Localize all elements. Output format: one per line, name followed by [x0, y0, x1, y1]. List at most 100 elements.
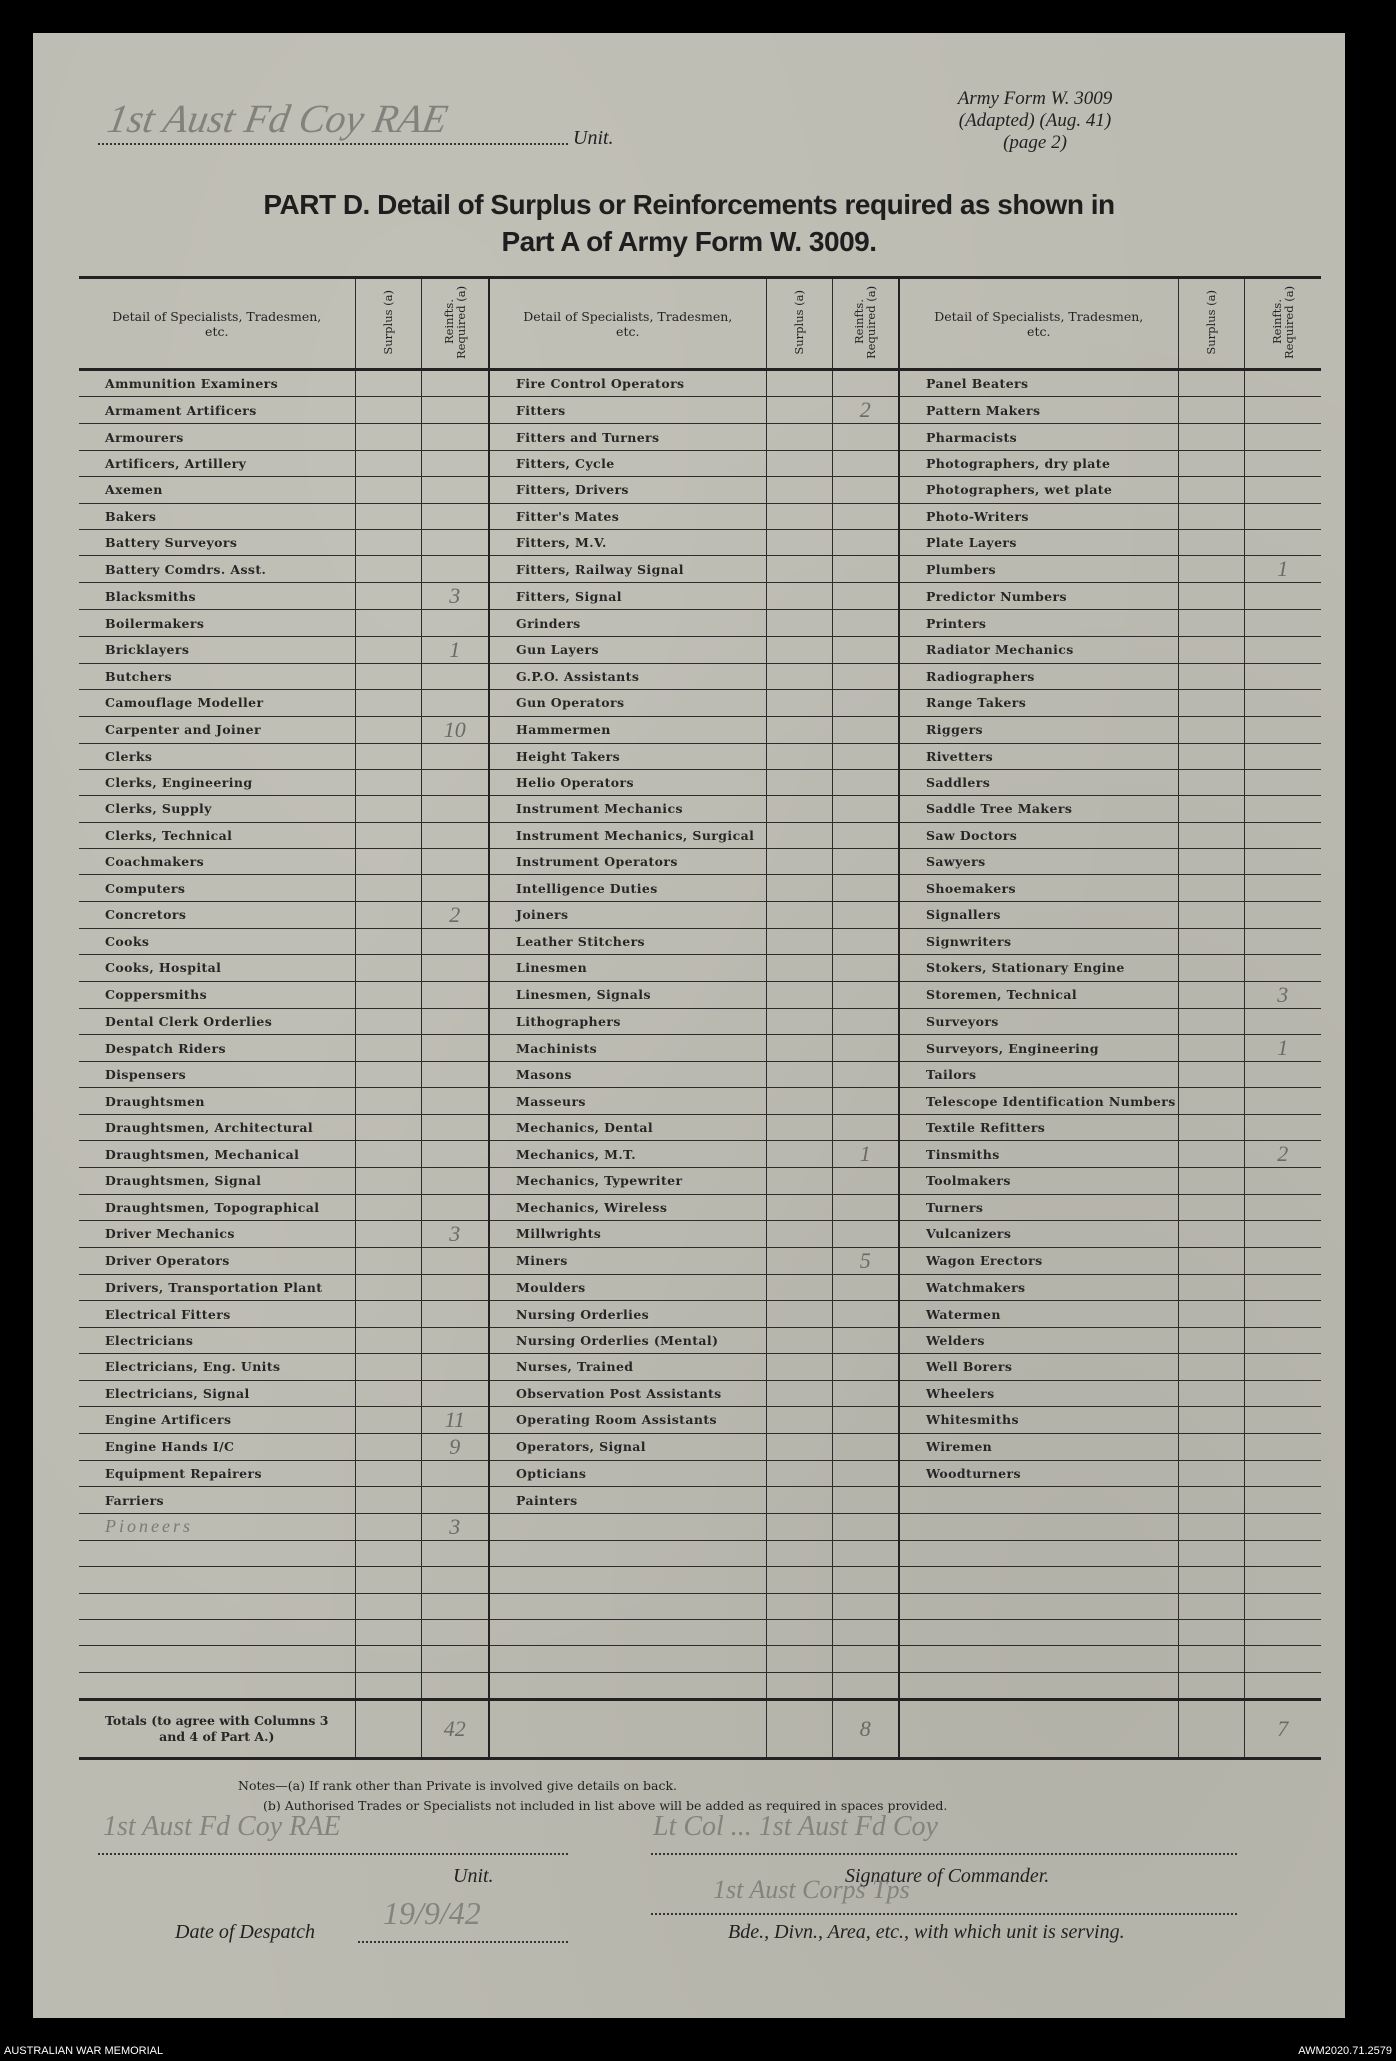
- reinforcements-cell[interactable]: [1243, 1353, 1321, 1381]
- reinforcements-cell[interactable]: [420, 689, 489, 717]
- reinforcements-cell[interactable]: [420, 1061, 489, 1089]
- surplus-cell[interactable]: [1177, 503, 1244, 530]
- reinforcements-cell[interactable]: [420, 1087, 489, 1115]
- reinforcements-cell[interactable]: [831, 901, 899, 929]
- surplus-cell[interactable]: [765, 503, 832, 530]
- reinforcements-cell[interactable]: [831, 1220, 899, 1248]
- surplus-cell[interactable]: [354, 476, 421, 504]
- surplus-cell[interactable]: [1177, 1433, 1244, 1461]
- reinforcements-cell[interactable]: [420, 1247, 489, 1275]
- surplus-cell[interactable]: [354, 1353, 421, 1381]
- reinforcements-cell[interactable]: [420, 1327, 489, 1355]
- surplus-cell[interactable]: [354, 1672, 421, 1701]
- surplus-cell[interactable]: [354, 1008, 421, 1036]
- surplus-cell[interactable]: [354, 1619, 421, 1647]
- surplus-cell[interactable]: [765, 1061, 832, 1089]
- reinforcements-cell[interactable]: [420, 396, 489, 425]
- surplus-cell[interactable]: [354, 769, 421, 797]
- surplus-cell[interactable]: [765, 529, 832, 557]
- surplus-cell[interactable]: [354, 450, 421, 478]
- reinforcements-cell[interactable]: [831, 663, 899, 691]
- surplus-cell[interactable]: [1177, 954, 1244, 982]
- surplus-cell[interactable]: [765, 1380, 832, 1407]
- reinforcements-cell[interactable]: [831, 1645, 899, 1673]
- reinforcements-cell[interactable]: [1243, 928, 1321, 956]
- surplus-cell[interactable]: [354, 663, 421, 691]
- surplus-cell[interactable]: [765, 396, 832, 425]
- reinforcements-cell[interactable]: [1243, 689, 1321, 717]
- reinforcements-cell[interactable]: [420, 1194, 489, 1221]
- reinforcements-cell[interactable]: 11: [420, 1406, 489, 1434]
- surplus-cell[interactable]: [354, 954, 421, 982]
- reinforcements-cell[interactable]: [420, 450, 489, 478]
- surplus-cell[interactable]: [765, 1619, 832, 1647]
- reinforcements-cell[interactable]: [1243, 1274, 1321, 1302]
- reinforcements-cell[interactable]: [831, 848, 899, 876]
- surplus-cell[interactable]: [765, 1220, 832, 1248]
- reinforcements-cell[interactable]: [420, 928, 489, 956]
- surplus-cell[interactable]: [1177, 1619, 1244, 1647]
- surplus-cell[interactable]: [1177, 1406, 1244, 1434]
- surplus-cell[interactable]: [1177, 1672, 1244, 1701]
- reinforcements-cell[interactable]: [1243, 636, 1321, 664]
- reinforcements-cell[interactable]: [831, 555, 899, 584]
- reinforcements-total[interactable]: 7: [1243, 1698, 1321, 1761]
- reinforcements-cell[interactable]: [1243, 1672, 1321, 1701]
- reinforcements-cell[interactable]: [831, 716, 899, 744]
- reinforcements-cell[interactable]: [1243, 1167, 1321, 1195]
- surplus-cell[interactable]: [765, 1540, 832, 1568]
- reinforcements-cell[interactable]: [1243, 1327, 1321, 1355]
- reinforcements-cell[interactable]: [420, 1008, 489, 1036]
- surplus-cell[interactable]: [1177, 743, 1244, 770]
- surplus-cell[interactable]: [765, 1645, 832, 1673]
- reinforcements-cell[interactable]: [1243, 743, 1321, 770]
- reinforcements-cell[interactable]: [1243, 1540, 1321, 1568]
- surplus-cell[interactable]: [765, 769, 832, 797]
- surplus-cell[interactable]: [1177, 901, 1244, 929]
- surplus-cell[interactable]: [765, 423, 832, 451]
- surplus-cell[interactable]: [354, 1034, 421, 1063]
- reinforcements-cell[interactable]: [1243, 1460, 1321, 1488]
- surplus-cell[interactable]: [354, 822, 421, 850]
- reinforcements-cell[interactable]: [420, 822, 489, 850]
- surplus-cell[interactable]: [1177, 663, 1244, 691]
- reinforcements-cell[interactable]: [1243, 609, 1321, 637]
- surplus-cell[interactable]: [1177, 529, 1244, 557]
- surplus-cell[interactable]: [354, 503, 421, 530]
- reinforcements-cell[interactable]: [1243, 795, 1321, 823]
- surplus-cell[interactable]: [1177, 555, 1244, 584]
- surplus-cell[interactable]: [765, 1300, 832, 1328]
- surplus-cell[interactable]: [354, 1061, 421, 1089]
- reinforcements-cell[interactable]: [1243, 874, 1321, 902]
- reinforcements-cell[interactable]: [420, 1353, 489, 1381]
- surplus-cell[interactable]: [765, 1114, 832, 1142]
- surplus-cell[interactable]: [765, 1460, 832, 1488]
- surplus-cell[interactable]: [765, 450, 832, 478]
- surplus-cell[interactable]: [354, 1194, 421, 1221]
- surplus-cell[interactable]: [765, 1433, 832, 1461]
- reinforcements-cell[interactable]: [420, 1486, 489, 1514]
- surplus-cell[interactable]: [354, 396, 421, 425]
- reinforcements-cell[interactable]: [1243, 1645, 1321, 1673]
- surplus-cell[interactable]: [354, 1247, 421, 1275]
- surplus-cell[interactable]: [354, 1460, 421, 1488]
- reinforcements-cell[interactable]: [831, 1167, 899, 1195]
- reinforcements-cell[interactable]: [420, 1300, 489, 1328]
- reinforcements-cell[interactable]: [420, 795, 489, 823]
- reinforcements-cell[interactable]: [1243, 769, 1321, 797]
- surplus-cell[interactable]: [1177, 423, 1244, 451]
- surplus-cell[interactable]: [1177, 636, 1244, 664]
- surplus-cell[interactable]: [1177, 1087, 1244, 1115]
- surplus-cell[interactable]: [354, 928, 421, 956]
- reinforcements-cell[interactable]: [420, 1460, 489, 1488]
- reinforcements-cell[interactable]: [831, 529, 899, 557]
- surplus-cell[interactable]: [354, 1220, 421, 1248]
- surplus-cell[interactable]: [765, 743, 832, 770]
- reinforcements-cell[interactable]: 1: [420, 636, 489, 664]
- reinforcements-total[interactable]: 42: [420, 1698, 489, 1761]
- surplus-cell[interactable]: [765, 848, 832, 876]
- reinforcements-cell[interactable]: [831, 582, 899, 611]
- surplus-cell[interactable]: [354, 1114, 421, 1142]
- surplus-cell[interactable]: [1177, 1645, 1244, 1673]
- reinforcements-cell[interactable]: [420, 369, 489, 398]
